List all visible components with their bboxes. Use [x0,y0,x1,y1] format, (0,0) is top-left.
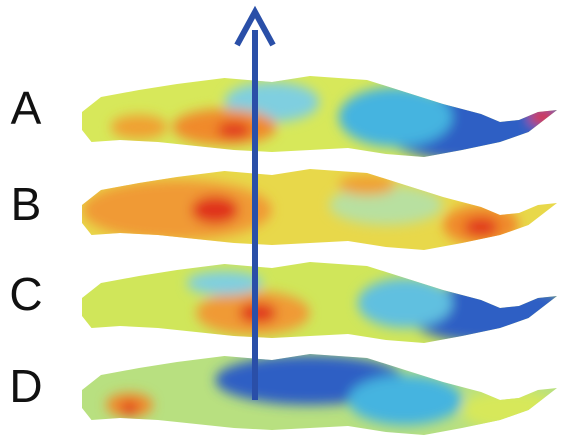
map-layer [82,72,568,162]
layer-label: D [9,360,42,412]
figure: ABCD [0,0,568,448]
layer-label: A [11,82,42,134]
map-layer [82,258,568,348]
layer-label: C [9,268,42,320]
map-layer [82,350,568,440]
layer-label: B [11,178,42,230]
map-layer [82,165,568,255]
